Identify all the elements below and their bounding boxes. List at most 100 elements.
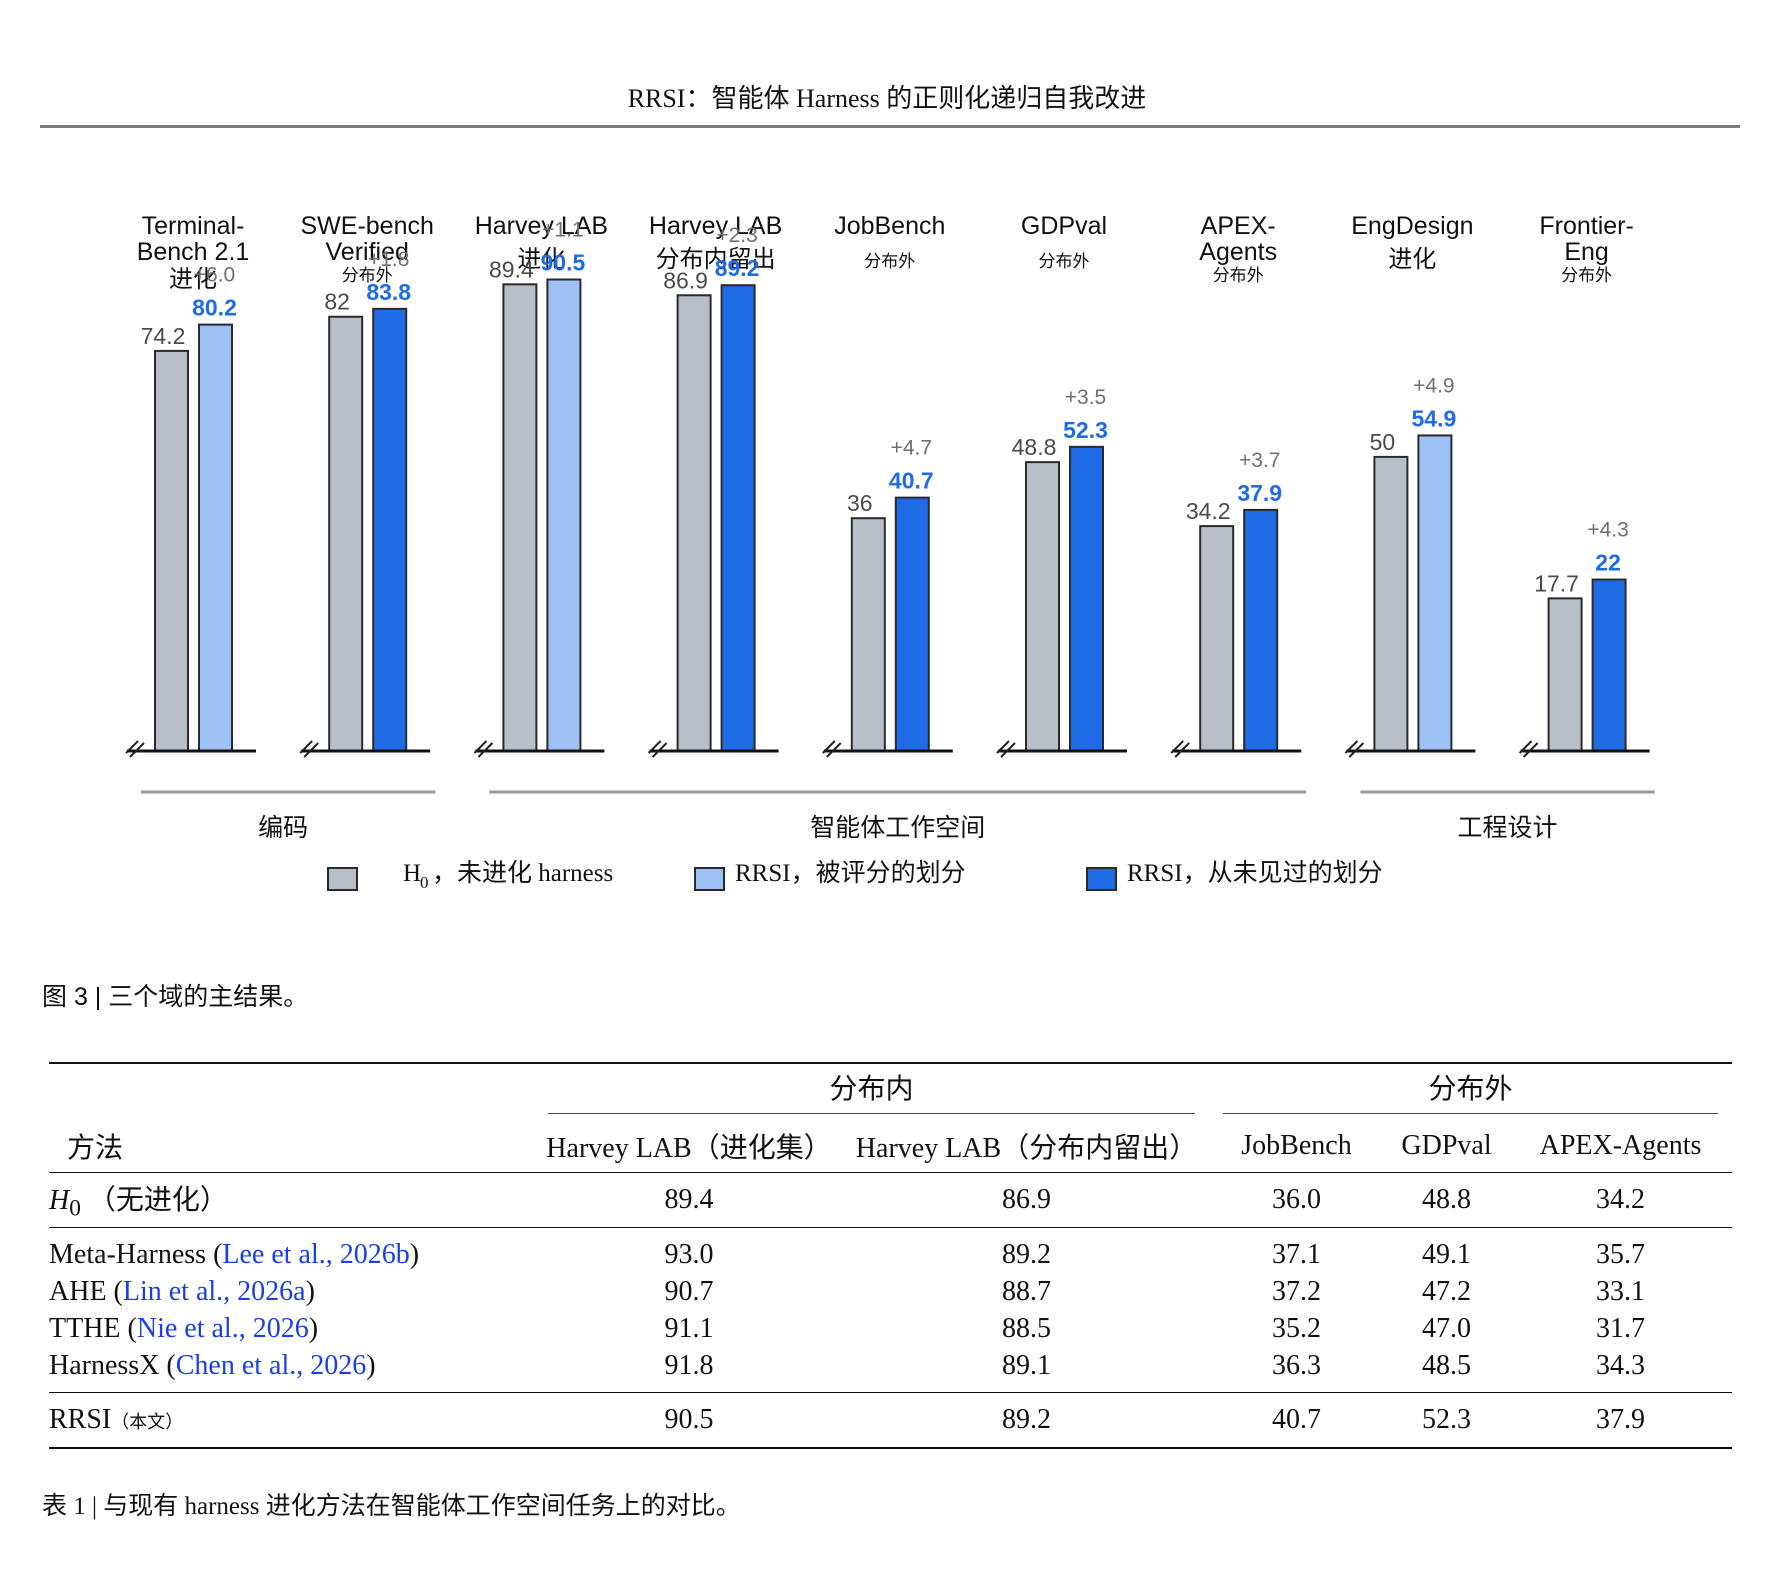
citation-link[interactable]: Chen et al., 2026	[175, 1349, 367, 1381]
h0-symbol: H	[49, 1184, 70, 1216]
results-bar-chart: Terminal-Bench 2.1进化74.280.2+6.0SWE-benc…	[125, 212, 1655, 892]
baseline-bar	[676, 294, 712, 752]
value-cell: 35.2	[1272, 1312, 1321, 1344]
baseline-value-label: 86.9	[663, 267, 708, 293]
method-name: HarnessX	[49, 1349, 160, 1381]
citation-authors: Chen et al.	[175, 1349, 297, 1381]
table-row: HarnessX (Chen et al., 2026) 91.8 89.1 36.3…	[49, 1347, 1732, 1393]
baseline-value-label: 17.7	[1534, 570, 1579, 596]
table-corner-cell	[49, 1063, 534, 1120]
axis-break-mark	[1170, 740, 1184, 754]
table-row-h0: H0 （无进化） 89.4 86.9 36.0 48.8 34.2	[49, 1172, 1732, 1228]
axis-break-mark	[1518, 740, 1533, 754]
axis-break-mark	[299, 740, 313, 754]
delta-label: +4.7	[891, 437, 932, 460]
citation-link[interactable]: Nie et al., 2026	[136, 1312, 309, 1344]
baseline-bar	[850, 517, 886, 752]
citation-year: 2026a	[237, 1275, 306, 1307]
baseline-bar	[1547, 597, 1583, 752]
method-cell: Meta-Harness (Lee et al., 2026b)	[49, 1238, 420, 1270]
figure-caption: 图 3 | 三个域的主结果。	[42, 983, 309, 1011]
legend-h-subscript: 0	[420, 873, 429, 892]
panel-subtitle: 分布外	[864, 252, 915, 271]
rrsi-value-label: 54.9	[1412, 405, 1457, 431]
group-label: 工程设计	[1457, 814, 1557, 842]
panel-subtitle: 分布外	[342, 266, 393, 285]
rrsi-bar	[1243, 508, 1279, 753]
baseline-bar	[328, 315, 364, 753]
citation-link[interactable]: Lee et al., 2026b	[222, 1238, 410, 1270]
group-out-label: 分布外	[1428, 1074, 1513, 1105]
panel-title: Frontier-	[1539, 212, 1633, 240]
baseline-value-label: 74.2	[141, 323, 186, 349]
delta-label: +3.5	[1065, 386, 1106, 409]
delta-label: +6.0	[194, 264, 235, 287]
value-cell: 37.2	[1272, 1275, 1321, 1307]
value-cell: 47.2	[1422, 1275, 1471, 1307]
panel-subtitle: 进化	[169, 266, 217, 293]
panel-subtitle: 分布内留出	[656, 246, 776, 273]
rrsi-bar	[720, 284, 756, 752]
legend-swatch	[327, 867, 358, 891]
value-cell: 89.2	[1002, 1238, 1051, 1270]
axis-break-mark	[477, 742, 494, 758]
baseline-value-label: 89.4	[489, 256, 534, 282]
value-cell: 34.3	[1596, 1349, 1645, 1381]
axis-break-mark	[1344, 740, 1359, 754]
rrsi-value-label: 83.8	[366, 279, 411, 305]
axis-break-mark	[1522, 742, 1539, 758]
rrsi-bar	[1069, 445, 1104, 752]
value-cell: 35.7	[1596, 1238, 1645, 1270]
value-cell: 89.4	[664, 1184, 714, 1215]
legend-h-symbol: H	[403, 860, 421, 887]
citation-authors: Nie et al.	[136, 1312, 239, 1344]
group-in-label: 分布内	[829, 1074, 914, 1105]
axis-break-mark	[125, 740, 139, 754]
table-row: AHE (Lin et al., 2026a) 90.7 88.7 37.2 47.2 3…	[49, 1273, 1732, 1310]
citation-year: 2026	[252, 1312, 309, 1344]
rrsi-value-label: 37.9	[1237, 480, 1282, 506]
citation-link[interactable]: Lin et al., 2026a	[122, 1275, 306, 1307]
delta-label: +1.8	[368, 248, 409, 271]
group-in-underline	[548, 1113, 1195, 1114]
method-name: AHE	[49, 1275, 107, 1307]
axis-break-mark	[822, 740, 836, 754]
legend-label: RRSI，从未见过的划分	[1127, 859, 1383, 887]
axis-break-mark	[1000, 742, 1016, 758]
delta-label: +2.3	[716, 224, 757, 247]
value-cell: 48.5	[1422, 1349, 1471, 1381]
value-cell: 90.5	[664, 1404, 714, 1435]
value-cell: 88.7	[1002, 1275, 1051, 1307]
panel-title: EngDesign	[1351, 212, 1473, 240]
column-header: JobBench	[1241, 1130, 1352, 1161]
running-header: RRSI：智能体 Harness 的正则化递归自我改进	[627, 84, 1147, 113]
panel-subtitle: 分布外	[1561, 266, 1612, 285]
method-cell: H0 （无进化）	[49, 1173, 534, 1228]
method-cell: AHE (Lin et al., 2026a)	[49, 1275, 315, 1307]
value-cell: 91.8	[664, 1349, 714, 1381]
rrsi-name: RRSI	[49, 1404, 112, 1435]
delta-label: +4.9	[1413, 374, 1454, 397]
value-cell: 31.7	[1596, 1312, 1645, 1344]
value-cell: 40.7	[1272, 1404, 1321, 1435]
baseline-value-label: 50	[1370, 429, 1396, 455]
baseline-bar	[1373, 455, 1409, 752]
panel-subtitle: 分布外	[1213, 266, 1264, 285]
citation-year: 2026b	[339, 1238, 410, 1270]
value-cell: 47.0	[1422, 1312, 1471, 1344]
baseline-bar	[1025, 461, 1060, 752]
value-cell: 93.0	[664, 1238, 714, 1270]
value-cell: 37.9	[1596, 1404, 1645, 1435]
panel-title: Verified	[326, 238, 409, 266]
axis-break-mark	[996, 740, 1010, 754]
citation-authors: Lee et al.	[222, 1238, 326, 1270]
axis-break-mark	[473, 740, 488, 754]
baseline-bar	[502, 283, 538, 752]
rrsi-value-label: 90.5	[541, 250, 586, 276]
value-cell: 49.1	[1422, 1238, 1471, 1270]
panel-subtitle: 进化	[517, 246, 565, 273]
value-cell: 33.1	[1596, 1275, 1645, 1307]
axis-break-mark	[1174, 742, 1190, 758]
table-group-header-row: 分布内 分布外	[49, 1063, 1732, 1120]
axis-break-mark	[129, 742, 145, 758]
